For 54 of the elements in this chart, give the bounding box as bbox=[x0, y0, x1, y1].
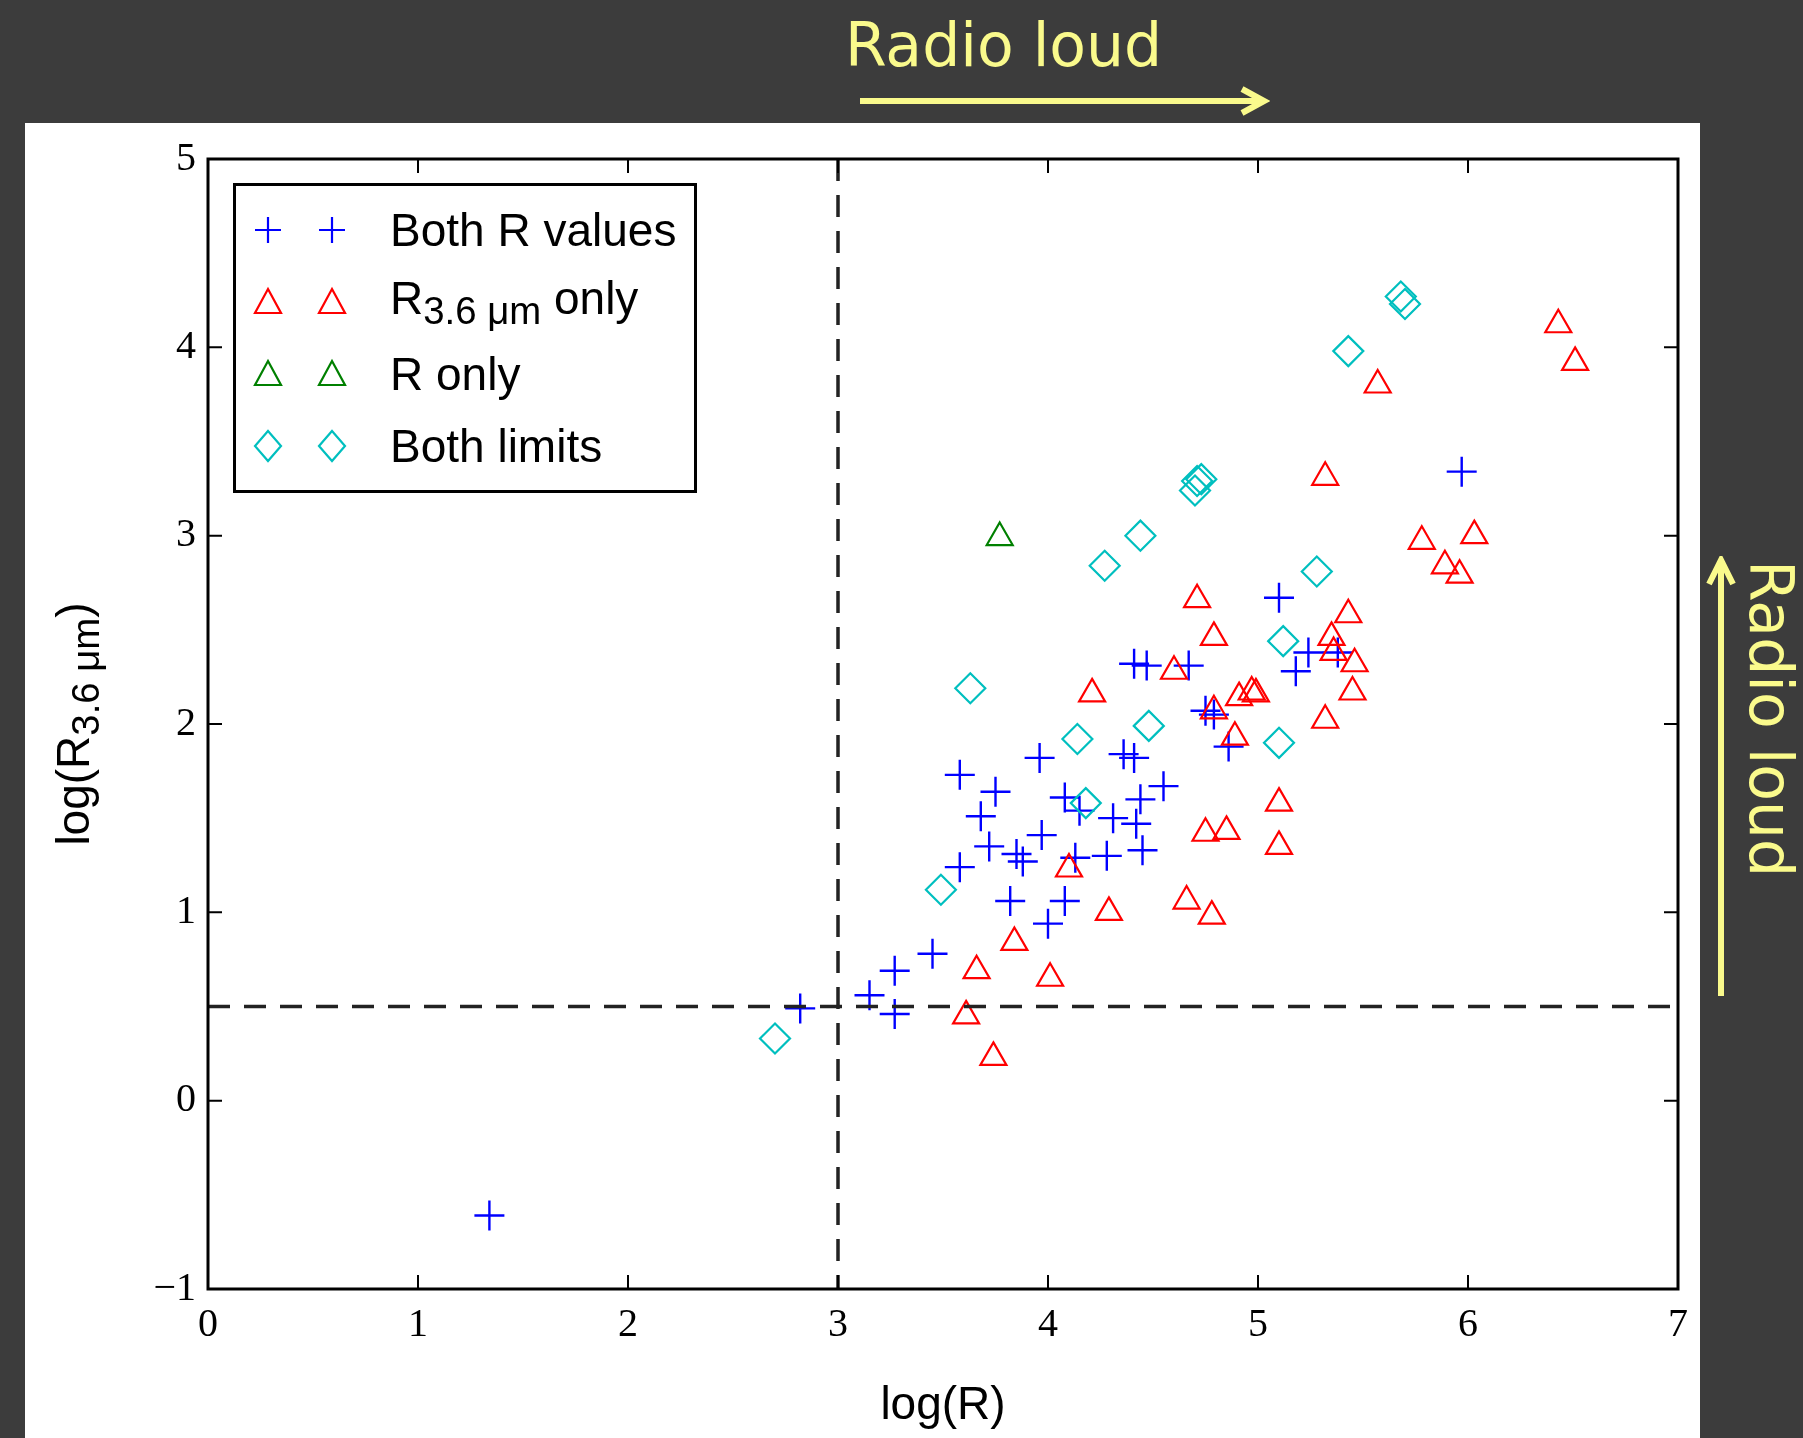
point bbox=[1132, 709, 1165, 742]
point bbox=[1127, 835, 1158, 866]
x-tick-label: 2 bbox=[618, 1299, 638, 1345]
point bbox=[1125, 784, 1156, 815]
point bbox=[1178, 474, 1212, 507]
point bbox=[1124, 519, 1157, 552]
point bbox=[1148, 771, 1179, 802]
x-tick-label: 5 bbox=[1248, 1299, 1268, 1345]
point bbox=[917, 938, 948, 969]
legend-label: Both limits bbox=[390, 419, 603, 473]
point bbox=[1007, 846, 1038, 877]
x-tick-label: 3 bbox=[828, 1299, 848, 1345]
point bbox=[1446, 456, 1477, 487]
y-tick-label: 2 bbox=[176, 698, 196, 744]
point bbox=[854, 980, 885, 1011]
text: Radio loud bbox=[1736, 560, 1803, 878]
y-tick-label: −1 bbox=[153, 1263, 196, 1309]
point bbox=[954, 672, 987, 705]
point bbox=[1267, 625, 1300, 658]
point bbox=[1388, 287, 1422, 321]
x-tick-label: 1 bbox=[408, 1299, 428, 1345]
y-tick-label: 1 bbox=[176, 886, 196, 932]
x-tick-label: 6 bbox=[1458, 1299, 1478, 1345]
point bbox=[1131, 650, 1162, 681]
point bbox=[980, 776, 1011, 807]
point bbox=[1384, 280, 1417, 313]
x-tick-label: 7 bbox=[1668, 1299, 1688, 1345]
text: Radio loud bbox=[845, 10, 1163, 80]
point bbox=[758, 1022, 792, 1055]
x-axis-title: log(R) bbox=[880, 1377, 1006, 1430]
x-tick-label: 4 bbox=[1038, 1299, 1058, 1345]
point bbox=[1332, 335, 1365, 368]
point bbox=[974, 831, 1005, 862]
point bbox=[1108, 739, 1139, 770]
point bbox=[1173, 650, 1204, 681]
legend-label: R$_{3.6 μm}$ only bbox=[390, 270, 639, 334]
point bbox=[1300, 555, 1333, 588]
legend-label: R only bbox=[390, 347, 521, 401]
y-tick-label: 3 bbox=[176, 510, 196, 556]
y-tick-label: 0 bbox=[176, 1075, 196, 1121]
point bbox=[924, 873, 957, 906]
point bbox=[1262, 726, 1296, 759]
point bbox=[1024, 742, 1055, 773]
point bbox=[1033, 908, 1063, 939]
point bbox=[1069, 787, 1102, 820]
legend-label: Both R values bbox=[390, 203, 677, 257]
point bbox=[1293, 637, 1324, 668]
point bbox=[1088, 549, 1121, 582]
point bbox=[1001, 838, 1032, 869]
y-tick-label: 4 bbox=[176, 321, 196, 367]
point bbox=[1213, 731, 1244, 762]
y-tick-label: 5 bbox=[176, 133, 196, 179]
point bbox=[1061, 722, 1094, 756]
point bbox=[474, 1200, 505, 1231]
